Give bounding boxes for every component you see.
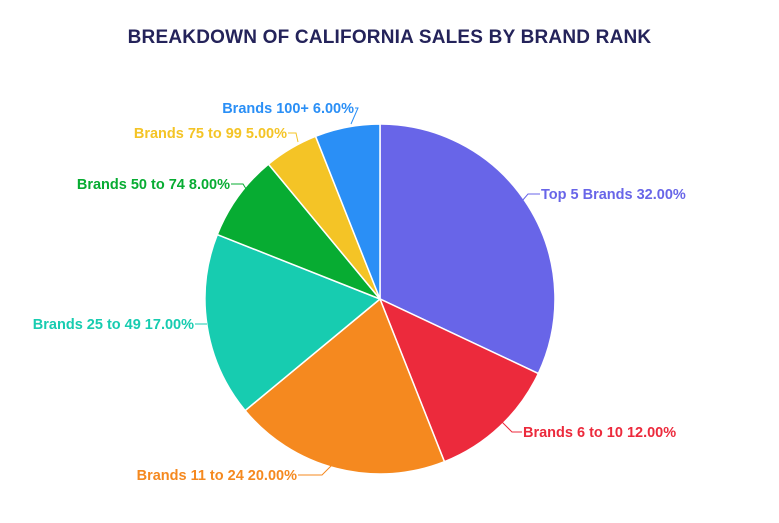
leader-line bbox=[298, 461, 336, 476]
leader-line bbox=[499, 419, 522, 433]
leader-line bbox=[231, 183, 249, 193]
slice-label: Top 5 Brands 32.00% bbox=[541, 187, 686, 203]
leader-lines bbox=[195, 107, 540, 476]
pie-slice bbox=[314, 123, 381, 300]
leader-line bbox=[515, 193, 540, 209]
pie-slice bbox=[378, 297, 540, 463]
leader-line bbox=[288, 132, 299, 143]
slice-label: Brands 25 to 49 17.00% bbox=[33, 317, 194, 333]
slice-label: Brands 50 to 74 8.00% bbox=[77, 177, 230, 193]
slice-label: Brands 11 to 24 20.00% bbox=[137, 468, 297, 484]
slice-label: Brands 100+ 6.00% bbox=[222, 101, 354, 117]
pie-slice bbox=[379, 123, 556, 375]
slice-label: Brands 75 to 99 5.00% bbox=[134, 126, 287, 142]
slice-labels: Top 5 Brands 32.00% Brands 6 to 10 12.00%… bbox=[33, 101, 686, 484]
slice-label: Brands 6 to 10 12.00% bbox=[523, 425, 676, 441]
pie-slice bbox=[204, 233, 382, 412]
chart-title: BREAKDOWN OF CALIFORNIA SALES BY BRAND R… bbox=[127, 27, 652, 48]
leader-line bbox=[350, 107, 359, 125]
pie-slice bbox=[244, 297, 446, 475]
pie-slices bbox=[204, 123, 556, 475]
